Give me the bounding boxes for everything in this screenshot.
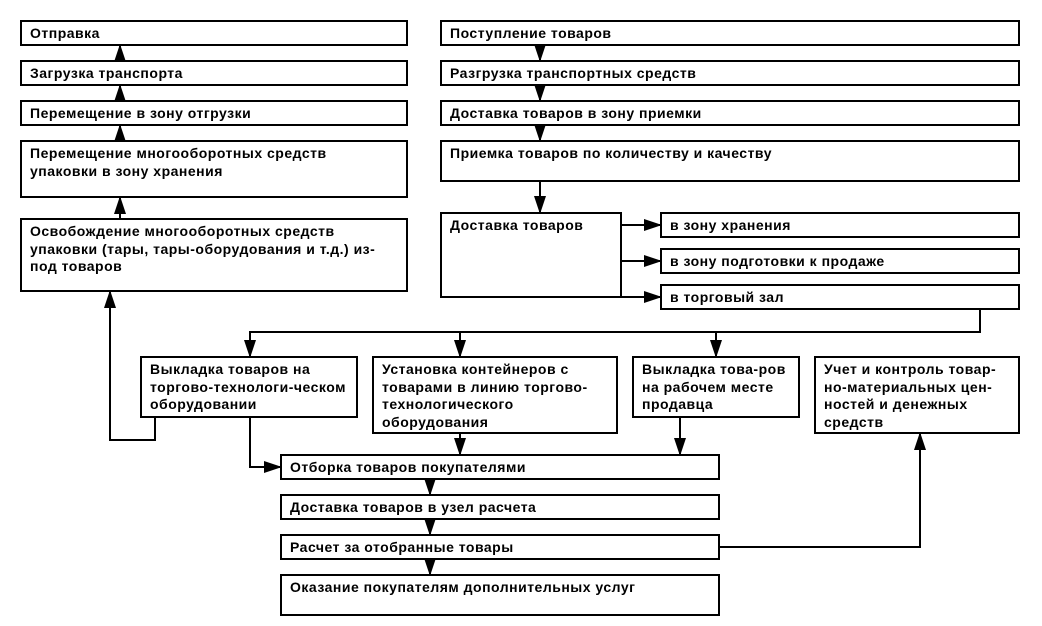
edge-m1-b1 xyxy=(250,418,280,467)
flow-node-label: Расчет за отобранные товары xyxy=(290,539,514,555)
flow-node-d0: Доставка товаров xyxy=(440,212,622,298)
flow-node-d1: в зону хранения xyxy=(660,212,1020,238)
flow-node-label: Доставка товаров в узел расчета xyxy=(290,499,536,515)
flow-node-label: Разгрузка транспортных средств xyxy=(450,65,696,81)
flow-node-label: Отборка товаров покупателями xyxy=(290,459,526,475)
flow-node-label: в торговый зал xyxy=(670,289,784,305)
flow-node-b2: Доставка товаров в узел расчета xyxy=(280,494,720,520)
flow-node-label: Доставка товаров xyxy=(450,217,583,233)
flow-node-label: Установка контейнеров с товарами в линию… xyxy=(382,361,588,430)
flow-node-m2: Установка контейнеров с товарами в линию… xyxy=(372,356,618,434)
flow-node-label: Перемещение многооборотных средств упако… xyxy=(30,145,327,179)
flow-node-label: Приемка товаров по количеству и качеству xyxy=(450,145,772,161)
flow-node-m3: Выкладка това-ров на рабочем месте прода… xyxy=(632,356,800,418)
flow-node-b1: Отборка товаров покупателями xyxy=(280,454,720,480)
edge-b3-m4 xyxy=(720,434,920,547)
flow-node-label: Выкладка товаров на торгово-технологи-че… xyxy=(150,361,346,412)
flow-node-label: Оказание покупателям дополнительных услу… xyxy=(290,579,635,595)
flow-node-label: в зону хранения xyxy=(670,217,791,233)
flow-node-l5: Освобождение многооборотных средств упак… xyxy=(20,218,408,292)
flow-node-d2: в зону подготовки к продаже xyxy=(660,248,1020,274)
flow-node-label: Выкладка това-ров на рабочем месте прода… xyxy=(642,361,786,412)
flow-node-r4: Приемка товаров по количеству и качеству xyxy=(440,140,1020,182)
edge-d3-m1 xyxy=(250,310,980,356)
flow-node-b4: Оказание покупателям дополнительных услу… xyxy=(280,574,720,616)
flow-node-label: Поступление товаров xyxy=(450,25,612,41)
flow-node-label: Перемещение в зону отгрузки xyxy=(30,105,251,121)
flow-node-l4: Перемещение многооборотных средств упако… xyxy=(20,140,408,198)
flow-node-label: в зону подготовки к продаже xyxy=(670,253,885,269)
flow-node-label: Отправка xyxy=(30,25,100,41)
flow-node-label: Доставка товаров в зону приемки xyxy=(450,105,702,121)
flow-node-label: Учет и контроль товар-но-материальных це… xyxy=(824,361,996,430)
flow-node-l3: Перемещение в зону отгрузки xyxy=(20,100,408,126)
flow-node-m4: Учет и контроль товар-но-материальных це… xyxy=(814,356,1020,434)
flow-node-label: Освобождение многооборотных средств упак… xyxy=(30,223,375,274)
flow-node-label: Загрузка транспорта xyxy=(30,65,183,81)
flow-node-l1: Отправка xyxy=(20,20,408,46)
flow-node-l2: Загрузка транспорта xyxy=(20,60,408,86)
flow-node-r1: Поступление товаров xyxy=(440,20,1020,46)
flow-node-d3: в торговый зал xyxy=(660,284,1020,310)
flow-node-r3: Доставка товаров в зону приемки xyxy=(440,100,1020,126)
flow-node-r2: Разгрузка транспортных средств xyxy=(440,60,1020,86)
flow-node-m1: Выкладка товаров на торгово-технологи-че… xyxy=(140,356,358,418)
flow-node-b3: Расчет за отобранные товары xyxy=(280,534,720,560)
edge-layer xyxy=(0,0,1042,626)
